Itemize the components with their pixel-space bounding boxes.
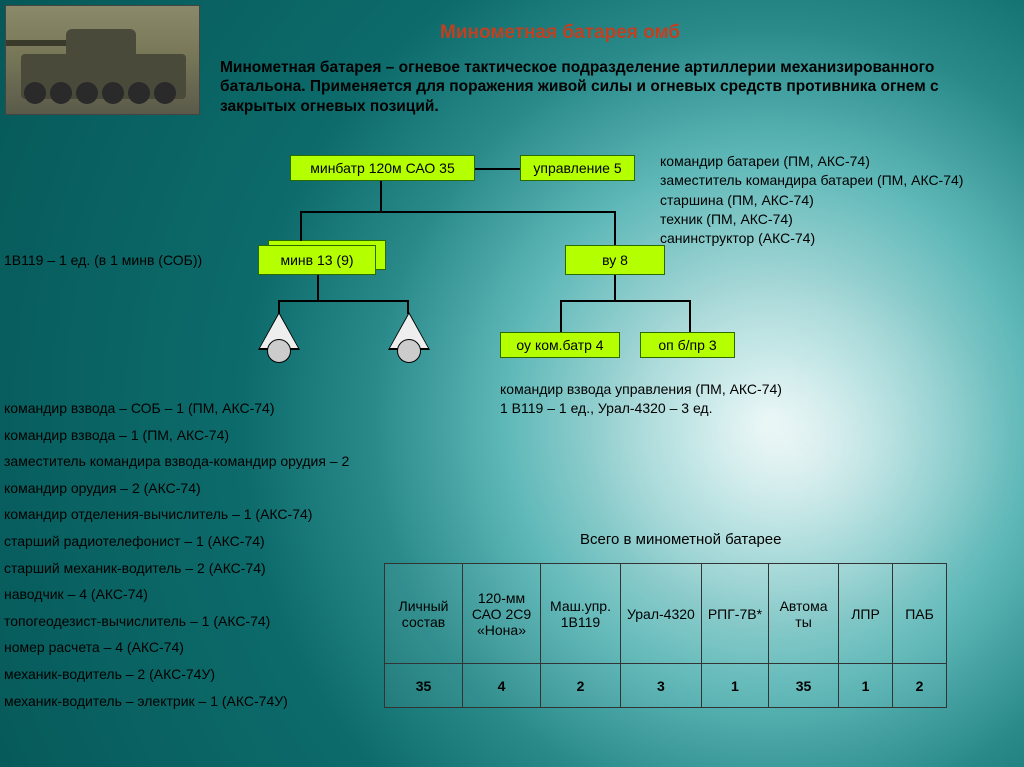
table-header: ЛПР bbox=[839, 564, 893, 664]
line-minv-down bbox=[317, 275, 319, 300]
right-list-2: командир взвода управления (ПМ, АКС-74)1… bbox=[500, 380, 900, 419]
list-item: топогеодезист-вычислитель – 1 (АКС-74) bbox=[4, 608, 349, 635]
table-cell: 35 bbox=[385, 664, 463, 708]
list-item: номер расчета – 4 (АКС-74) bbox=[4, 634, 349, 661]
list-item: командир взвода – 1 (ПМ, АКС-74) bbox=[4, 422, 349, 449]
list-item: заместитель командира батареи (ПМ, АКС-7… bbox=[660, 171, 1000, 190]
list-item: старший механик-водитель – 2 (АКС-74) bbox=[4, 555, 349, 582]
node-root: минбатр 120м САО 35 bbox=[290, 155, 475, 181]
table-cell: 2 bbox=[541, 664, 621, 708]
list-item: заместитель командира взвода-командир ор… bbox=[4, 448, 349, 475]
right-list-1: командир батареи (ПМ, АКС-74)заместитель… bbox=[660, 152, 1000, 249]
table-header: Урал-4320 bbox=[621, 564, 702, 664]
list-item: командир взвода – СОБ – 1 (ПМ, АКС-74) bbox=[4, 395, 349, 422]
table-title: Всего в минометной батарее bbox=[580, 531, 781, 548]
table-header: 120-мм САО 2С9 «Нона» bbox=[463, 564, 541, 664]
left-personnel-list: командир взвода – СОБ – 1 (ПМ, АКС-74)ко… bbox=[4, 395, 349, 714]
table-header: РПГ-7В* bbox=[701, 564, 768, 664]
list-item: механик-водитель – электрик – 1 (АКС-74У… bbox=[4, 688, 349, 715]
list-item: старший радиотелефонист – 1 (АКС-74) bbox=[4, 528, 349, 555]
label-1v119: 1В119 – 1 ед. (в 1 минв (СОБ)) bbox=[4, 252, 202, 268]
description: Минометная батарея – огневое тактическое… bbox=[220, 58, 980, 116]
node-vu: ву 8 bbox=[565, 245, 665, 275]
line-vu-l bbox=[560, 300, 562, 332]
table-cell: 3 bbox=[621, 664, 702, 708]
line-vu-h bbox=[560, 300, 690, 302]
table-cell: 4 bbox=[463, 664, 541, 708]
line-minv-h bbox=[278, 300, 408, 302]
list-item: механик-водитель – 2 (АКС-74У) bbox=[4, 661, 349, 688]
list-item: санинструктор (АКС-74) bbox=[660, 229, 1000, 248]
node-ou: оу ком.батр 4 bbox=[500, 332, 620, 358]
line-to-minv bbox=[300, 211, 302, 241]
line-h1 bbox=[300, 211, 615, 213]
mortar-icon bbox=[388, 312, 430, 367]
node-op: оп б/пр 3 bbox=[640, 332, 735, 358]
line-to-vu bbox=[614, 211, 616, 245]
list-item: командир отделения-вычислитель – 1 (АКС-… bbox=[4, 501, 349, 528]
line-vu-down bbox=[614, 275, 616, 300]
line-root-upr bbox=[475, 168, 520, 170]
line-vu-r bbox=[689, 300, 691, 332]
list-item: командир взвода управления (ПМ, АКС-74) bbox=[500, 380, 900, 399]
equipment-table: Личный состав120-мм САО 2С9 «Нона»Маш.уп… bbox=[384, 563, 947, 708]
table-cell: 1 bbox=[839, 664, 893, 708]
list-item: наводчик – 4 (АКС-74) bbox=[4, 581, 349, 608]
table-header: Личный состав bbox=[385, 564, 463, 664]
page-title: Минометная батарея омб bbox=[440, 22, 680, 44]
node-upr: управление 5 bbox=[520, 155, 635, 181]
table-header: Маш.упр. 1В119 bbox=[541, 564, 621, 664]
vehicle-photo bbox=[5, 5, 200, 115]
mortar-icon bbox=[258, 312, 300, 367]
list-item: старшина (ПМ, АКС-74) bbox=[660, 191, 1000, 210]
table-cell: 35 bbox=[769, 664, 839, 708]
list-item: командир орудия – 2 (АКС-74) bbox=[4, 475, 349, 502]
node-minv: минв 13 (9) bbox=[258, 245, 376, 275]
list-item: командир батареи (ПМ, АКС-74) bbox=[660, 152, 1000, 171]
list-item: техник (ПМ, АКС-74) bbox=[660, 210, 1000, 229]
table-header: ПАБ bbox=[893, 564, 947, 664]
description-lead: Минометная батарея bbox=[220, 59, 381, 76]
list-item: 1 В119 – 1 ед., Урал-4320 – 3 ед. bbox=[500, 399, 900, 418]
table-cell: 2 bbox=[893, 664, 947, 708]
table-header: Автома ты bbox=[769, 564, 839, 664]
line-root-down bbox=[380, 181, 382, 211]
table-cell: 1 bbox=[701, 664, 768, 708]
